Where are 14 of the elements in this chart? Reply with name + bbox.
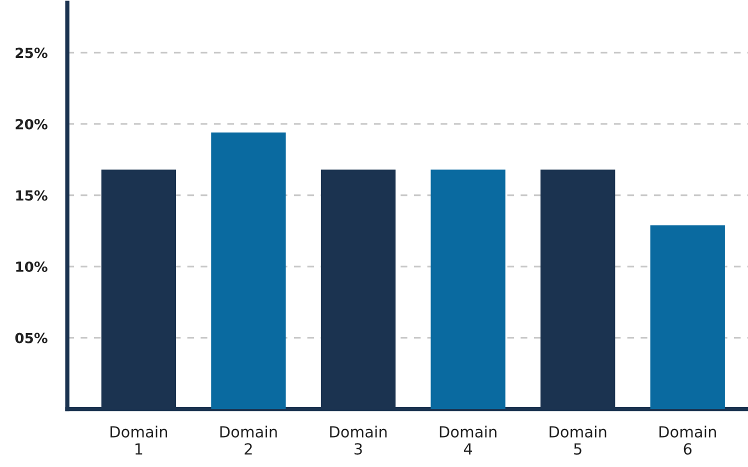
x-tick-label: Domain 6: [659, 426, 716, 455]
y-tick-label: 15%: [16, 190, 48, 201]
y-tick-label: 10%: [16, 262, 48, 272]
bar: [650, 225, 725, 410]
x-tick-label: Domain 5: [550, 426, 606, 455]
bar: [430, 170, 506, 410]
y-tick-label: 20%: [16, 118, 48, 130]
x-tick-label: Domain 3: [330, 426, 387, 455]
x-tick-label: Domain 4: [440, 426, 496, 454]
x-tick-label: Domain 2: [220, 426, 277, 454]
x-tick-label: Domain 1: [110, 426, 168, 454]
bar: [211, 132, 286, 410]
y-tick-label: 25%: [16, 48, 48, 58]
y-tick-label: 05%: [15, 332, 48, 344]
